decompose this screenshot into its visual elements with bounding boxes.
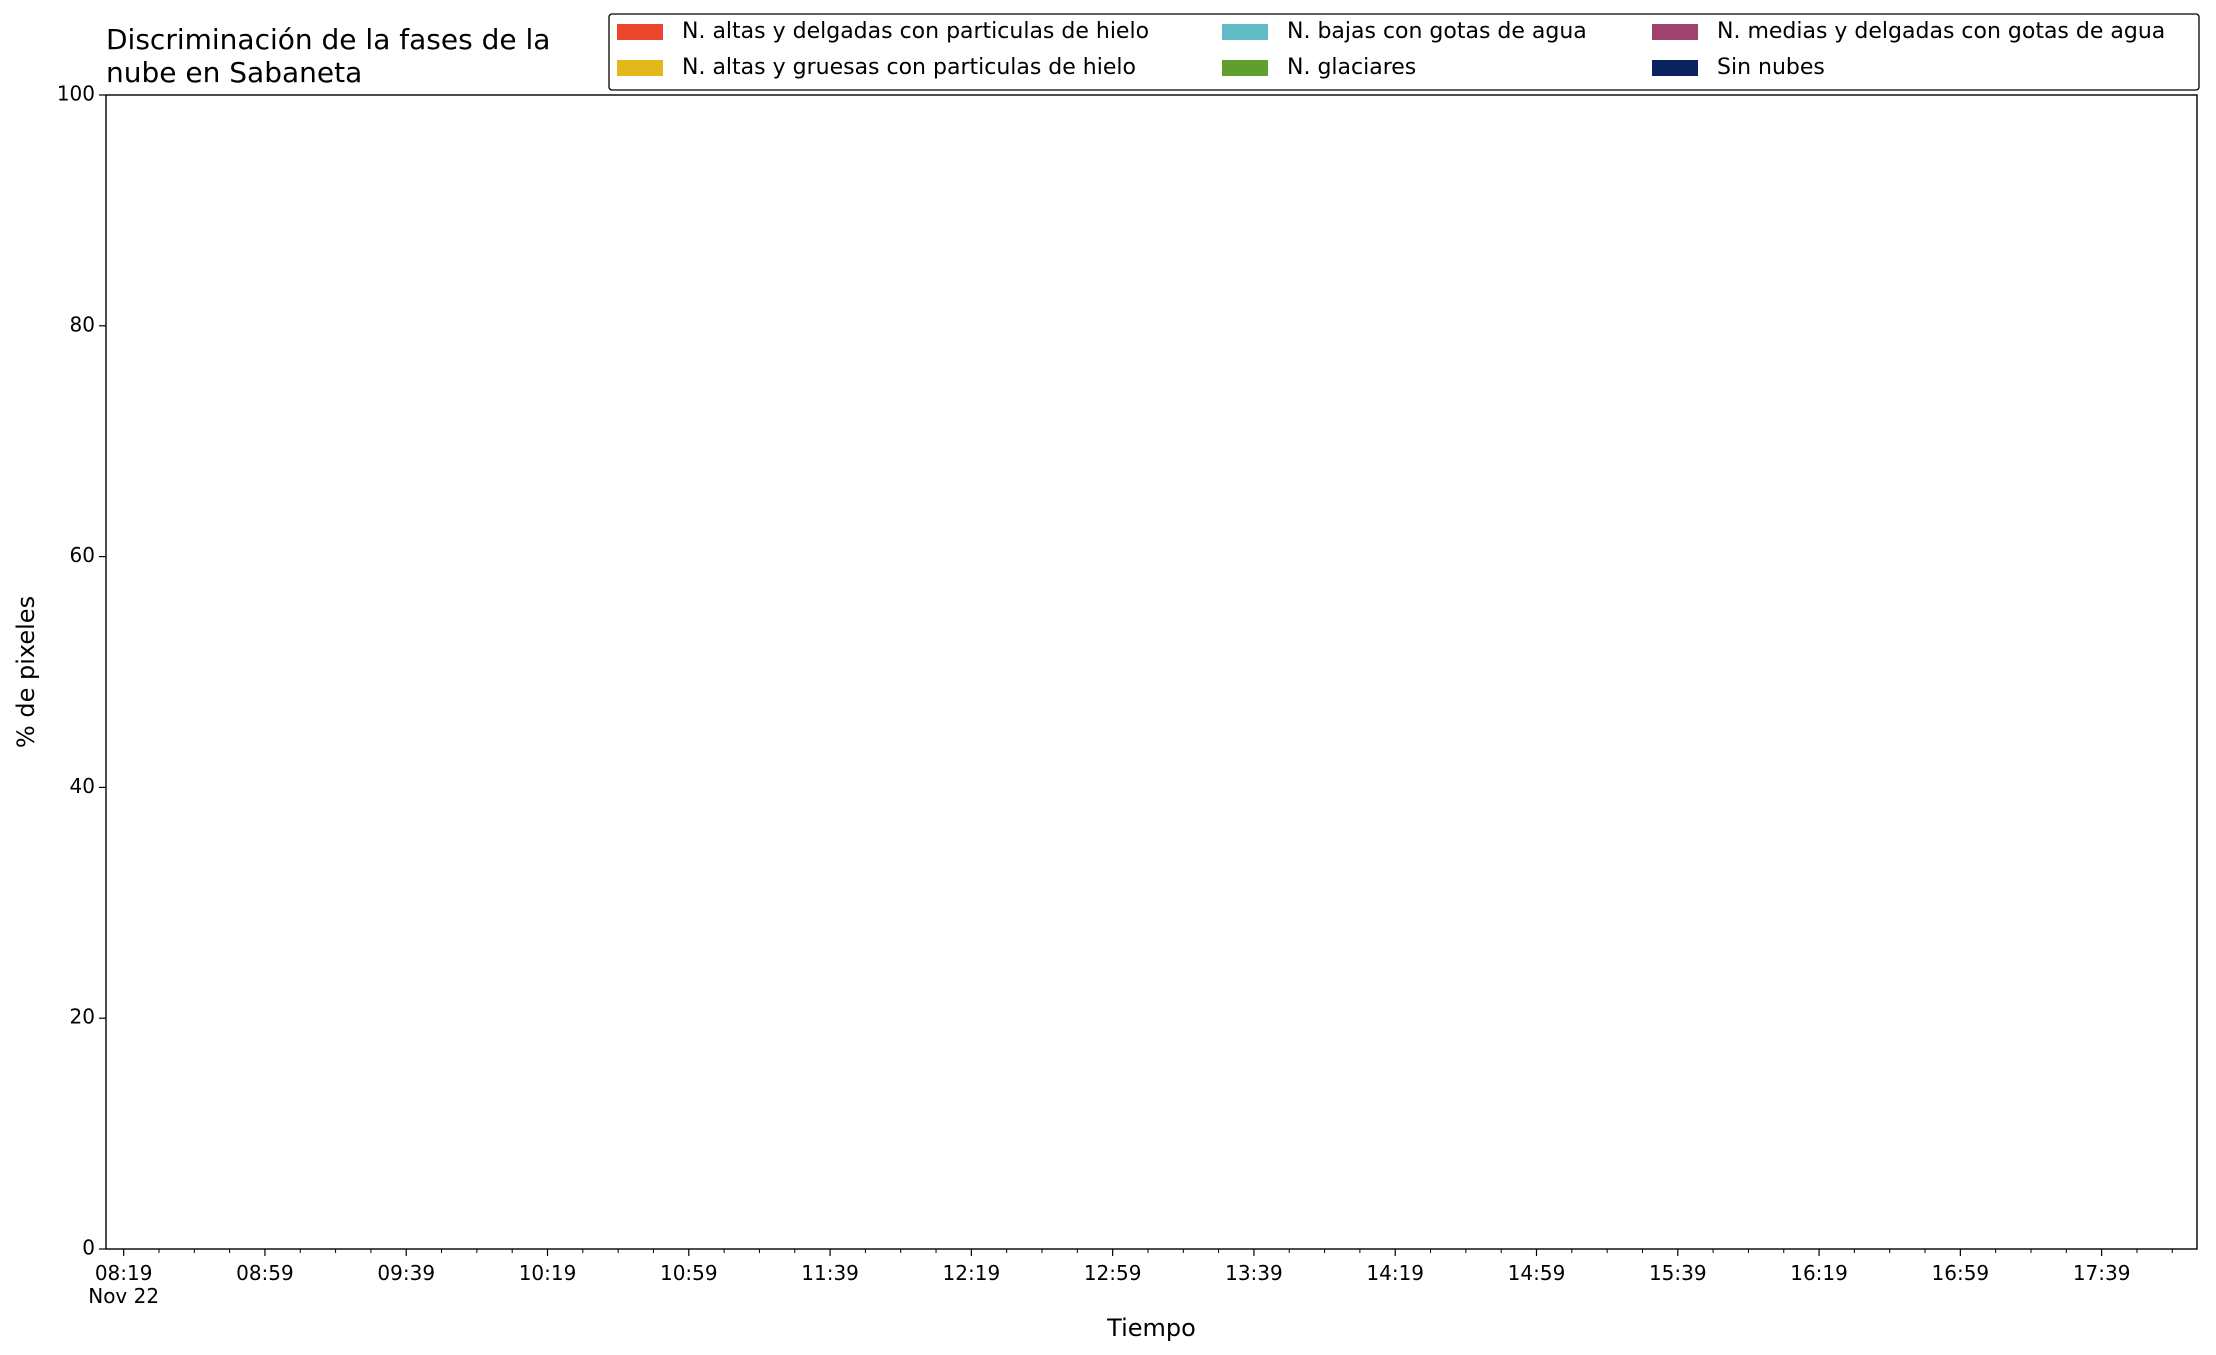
y-axis-label: % de pixeles	[12, 596, 40, 748]
legend: N. altas y delgadas con particulas de hi…	[608, 13, 2200, 91]
legend-frame	[608, 13, 2200, 91]
y-tick-label: 60	[70, 543, 95, 567]
y-tick-label: 20	[70, 1005, 95, 1029]
x-tick-label: 14:19	[1366, 1261, 1424, 1285]
legend-swatch	[1222, 24, 1268, 40]
x-tick-label: 12:59	[1084, 1261, 1142, 1285]
x-tick-label: 08:59	[236, 1261, 294, 1285]
x-tick-label: 10:59	[660, 1261, 718, 1285]
plot-frame	[105, 94, 2198, 1250]
legend-swatch	[617, 60, 663, 76]
y-tick-label: 40	[70, 774, 95, 798]
x-tick-label: 13:39	[1225, 1261, 1283, 1285]
legend-label: N. glaciares	[1287, 55, 1416, 80]
legend-swatch	[1652, 24, 1698, 40]
legend-label: Sin nubes	[1717, 55, 1825, 80]
legend-label: N. altas y delgadas con particulas de hi…	[682, 19, 1149, 44]
x-tick-label: 16:59	[1932, 1261, 1990, 1285]
x-tick-label: 12:19	[943, 1261, 1001, 1285]
x-axis-label: Tiempo	[1106, 1314, 1196, 1342]
x-tick-label: 11:39	[801, 1261, 859, 1285]
legend-label: N. bajas con gotas de agua	[1287, 19, 1587, 44]
y-tick-label: 80	[70, 312, 95, 336]
x-tick-label: 10:19	[519, 1261, 577, 1285]
x-tick-label: 08:19 Nov 22	[88, 1261, 159, 1308]
legend-swatch	[1652, 60, 1698, 76]
legend-label: N. altas y gruesas con particulas de hie…	[682, 55, 1136, 80]
y-tick-label: 100	[57, 82, 95, 106]
x-tick-label: 15:39	[1649, 1261, 1707, 1285]
legend-swatch	[1222, 60, 1268, 76]
x-tick-label: 16:19	[1790, 1261, 1848, 1285]
legend-label: N. medias y delgadas con gotas de agua	[1717, 19, 2165, 44]
legend-swatch	[617, 24, 663, 40]
x-tick-label: 14:59	[1508, 1261, 1566, 1285]
chart-title: Discriminación de la fases de la nube en …	[106, 23, 550, 89]
x-tick-label: 09:39	[377, 1261, 435, 1285]
x-tick-label: 17:39	[2073, 1261, 2131, 1285]
y-tick-label: 0	[82, 1236, 95, 1260]
